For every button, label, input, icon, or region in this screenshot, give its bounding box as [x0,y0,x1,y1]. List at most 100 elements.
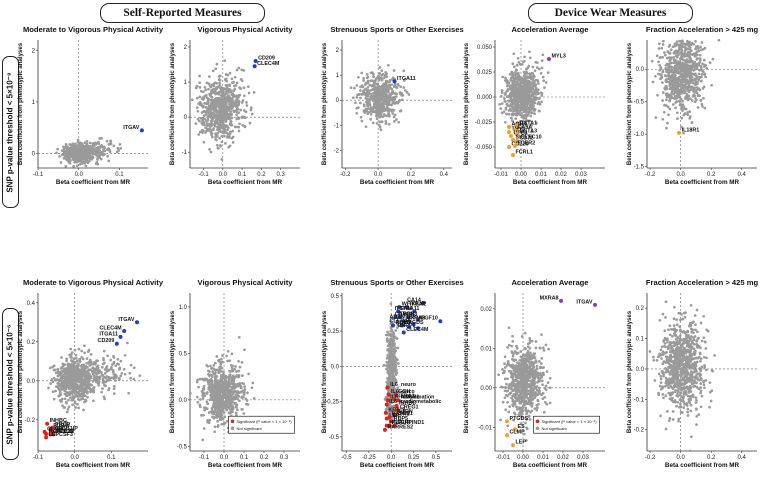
data-point [239,78,243,81]
data-point [694,72,697,76]
data-point [218,81,221,85]
data-point [377,75,381,79]
data-point [102,349,106,353]
data-point [227,91,231,94]
data-point [382,363,386,367]
data-point [371,121,375,125]
data-point [541,53,545,57]
data-point [697,63,701,67]
data-point [237,129,241,133]
data-point [701,105,704,108]
data-point [91,156,95,159]
data-point [247,372,250,376]
data-point [355,96,359,99]
data-point [515,68,518,72]
x-tick-label: 0.5 [432,455,441,461]
data-point [521,60,525,64]
highlight-point [252,64,257,69]
data-point [76,160,79,164]
data-point [241,99,245,102]
data-point [687,44,690,47]
data-point [224,118,228,122]
x-tick-label: 0.00 [515,172,527,178]
data-point [663,51,666,54]
highlight-point [513,144,517,148]
data-point [518,84,521,87]
data-point [391,96,394,99]
data-point [507,100,511,103]
chart-title: Strenuous Sports or Other Exercises [330,278,463,287]
data-point [400,98,404,102]
data-point [514,113,518,117]
y-tick-label: -0.5 [634,100,645,106]
data-point [85,142,89,146]
data-point [694,83,697,87]
highlight-label: MYL3 [552,54,566,60]
data-point [514,117,518,120]
legend: Significant (P value < 1 × 10⁻⁵)Not sign… [228,415,295,434]
data-point [669,82,673,86]
data-point [91,379,95,383]
data-point [102,146,106,149]
data-point [385,114,389,118]
data-point [354,101,357,105]
x-tick-label: 0.1 [238,172,247,178]
data-point [230,77,234,81]
data-point [68,149,72,153]
data-point [674,71,677,74]
data-point [387,90,390,94]
data-point [515,64,519,67]
data-point [69,347,73,351]
data-point [214,380,218,383]
data-point [667,66,670,69]
data-point [660,75,664,79]
data-point [218,365,222,369]
data-point [526,113,529,117]
data-point [669,58,672,62]
data-point [97,140,100,144]
data-point [533,69,537,73]
data-point [517,112,521,116]
data-point [507,112,511,116]
data-point [210,378,213,382]
data-point [219,418,223,422]
data-point [48,366,52,370]
data-point [209,389,212,393]
data-point [245,101,248,104]
data-point [228,134,231,138]
chart-5: Fraction Acceleration > 425 mg-0.2 0.0 0.2… [626,25,758,186]
data-point [106,354,109,358]
data-point [225,79,229,83]
data-point [212,410,215,414]
data-point [71,155,75,159]
data-point [665,104,668,107]
data-point [711,57,715,61]
data-point [228,397,232,400]
data-point [78,360,82,364]
data-point [682,105,686,108]
chart-title: Strenuous Sports or Other Exercises [330,25,463,34]
data-point [213,121,217,125]
data-point [230,116,234,120]
data-point [211,405,215,409]
data-point [76,156,80,160]
data-point [216,85,220,89]
data-point [514,96,518,100]
data-point [694,47,697,51]
data-point [208,148,211,151]
data-point [365,108,369,112]
data-point [663,87,667,91]
data-point [686,113,690,116]
y-tick-label: 0 [32,152,36,158]
data-point [54,368,57,372]
data-point [202,95,205,99]
point-cloud [190,59,256,161]
data-point [500,102,504,105]
data-point [683,85,687,88]
data-point [62,375,66,378]
data-point [216,420,219,423]
data-point [375,117,379,121]
data-point [349,86,353,90]
data-point [540,94,544,97]
data-point [206,106,209,110]
